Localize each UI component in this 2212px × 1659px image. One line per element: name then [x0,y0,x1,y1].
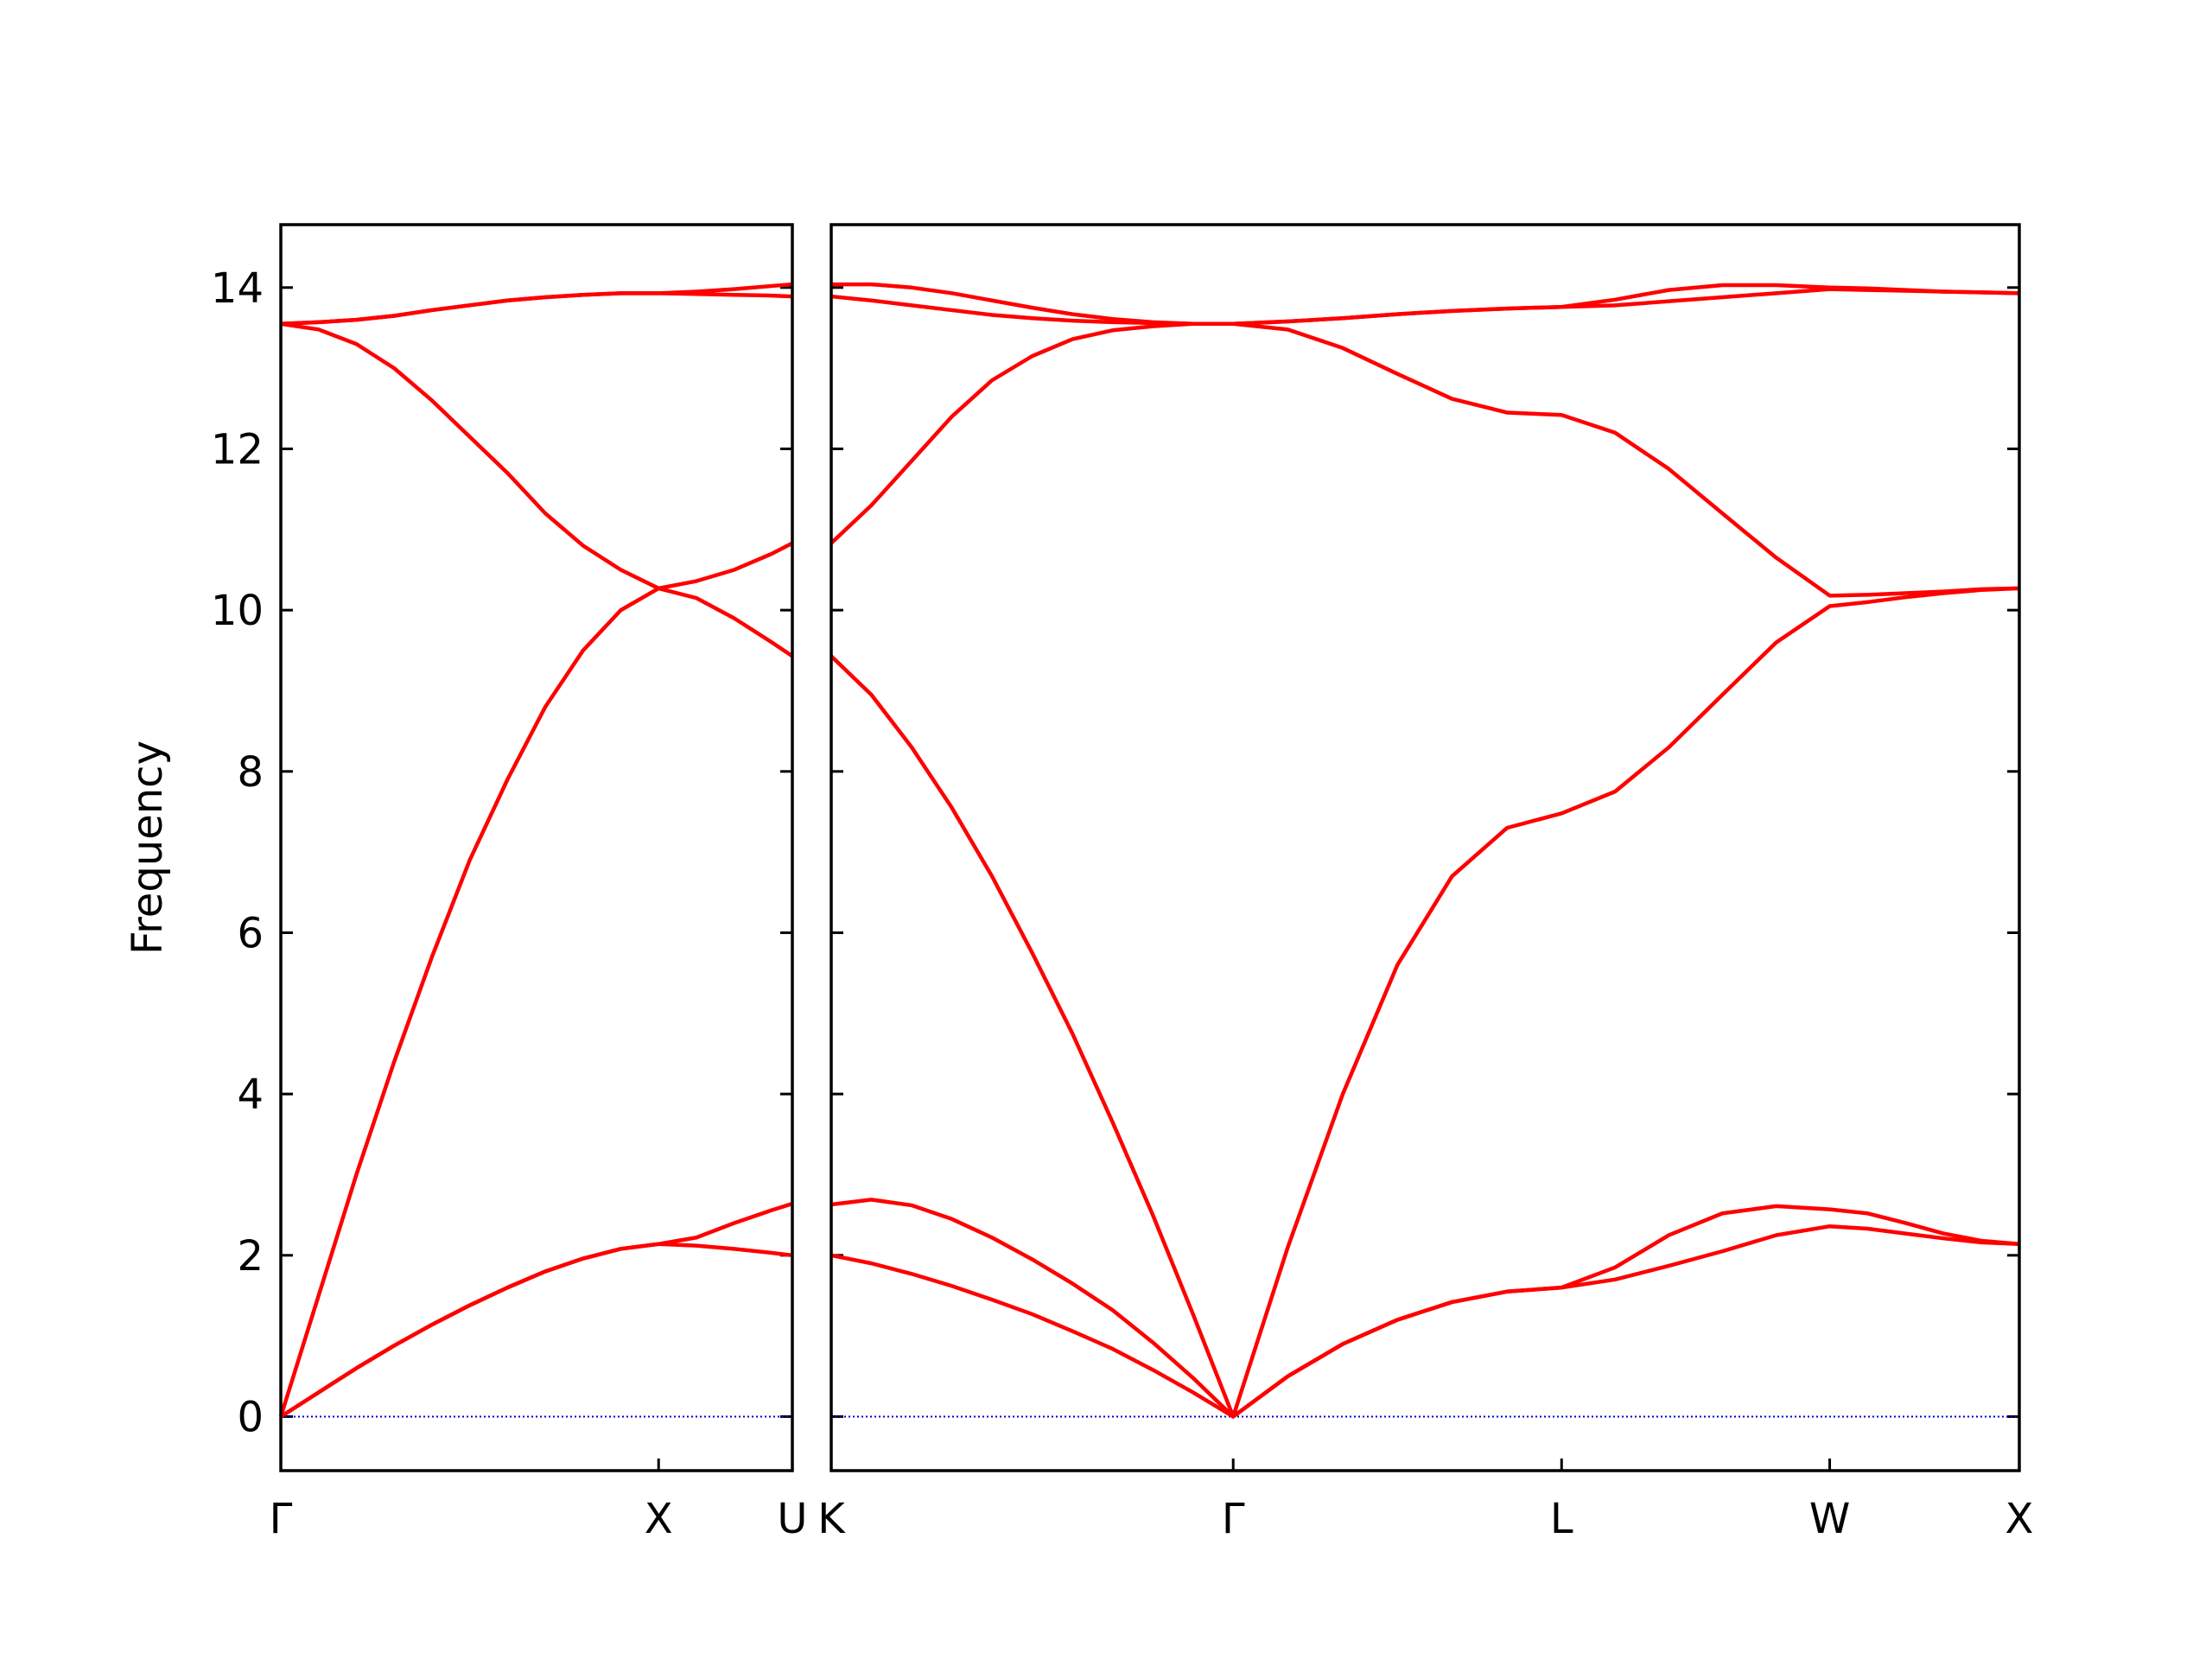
y-axis-label: Frequency [124,741,172,955]
y-tick-label: 4 [237,1071,264,1119]
band-line [279,1242,793,1419]
band-line [280,282,793,327]
x-tick-label: U [777,1495,807,1543]
band-line [831,282,2020,327]
axes-frame [279,223,794,1472]
x-tick-label: W [1809,1495,1850,1543]
x-tick-label: Γ [270,1495,293,1543]
x-tick-label: L [1550,1495,1573,1543]
band-line [278,586,794,1418]
x-tick-label: X [2005,1495,2034,1543]
x-tick-label: X [645,1495,673,1543]
panel: 0 2 4 6 8 10 12 14 Γ X U Frequency [124,223,808,1543]
band-line [279,1201,793,1419]
y-tick-label: 0 [237,1393,264,1441]
y-tick-label: 12 [211,425,264,474]
y-tick-label: 8 [237,748,264,797]
y-tick-label: 14 [211,264,264,313]
y-tick-label: 10 [211,587,264,635]
band-line [830,1198,2020,1419]
band-line [830,321,2020,598]
y-tick-label: 2 [237,1232,264,1281]
band-line [830,586,2020,1419]
band-line [280,321,794,591]
x-tick-label: K [817,1495,846,1543]
axes-frame [830,223,2021,1472]
band-line [830,287,2020,327]
band-line [830,1224,2020,1419]
y-tick-label: 6 [237,909,264,957]
x-tick-label: Γ [1222,1495,1245,1543]
